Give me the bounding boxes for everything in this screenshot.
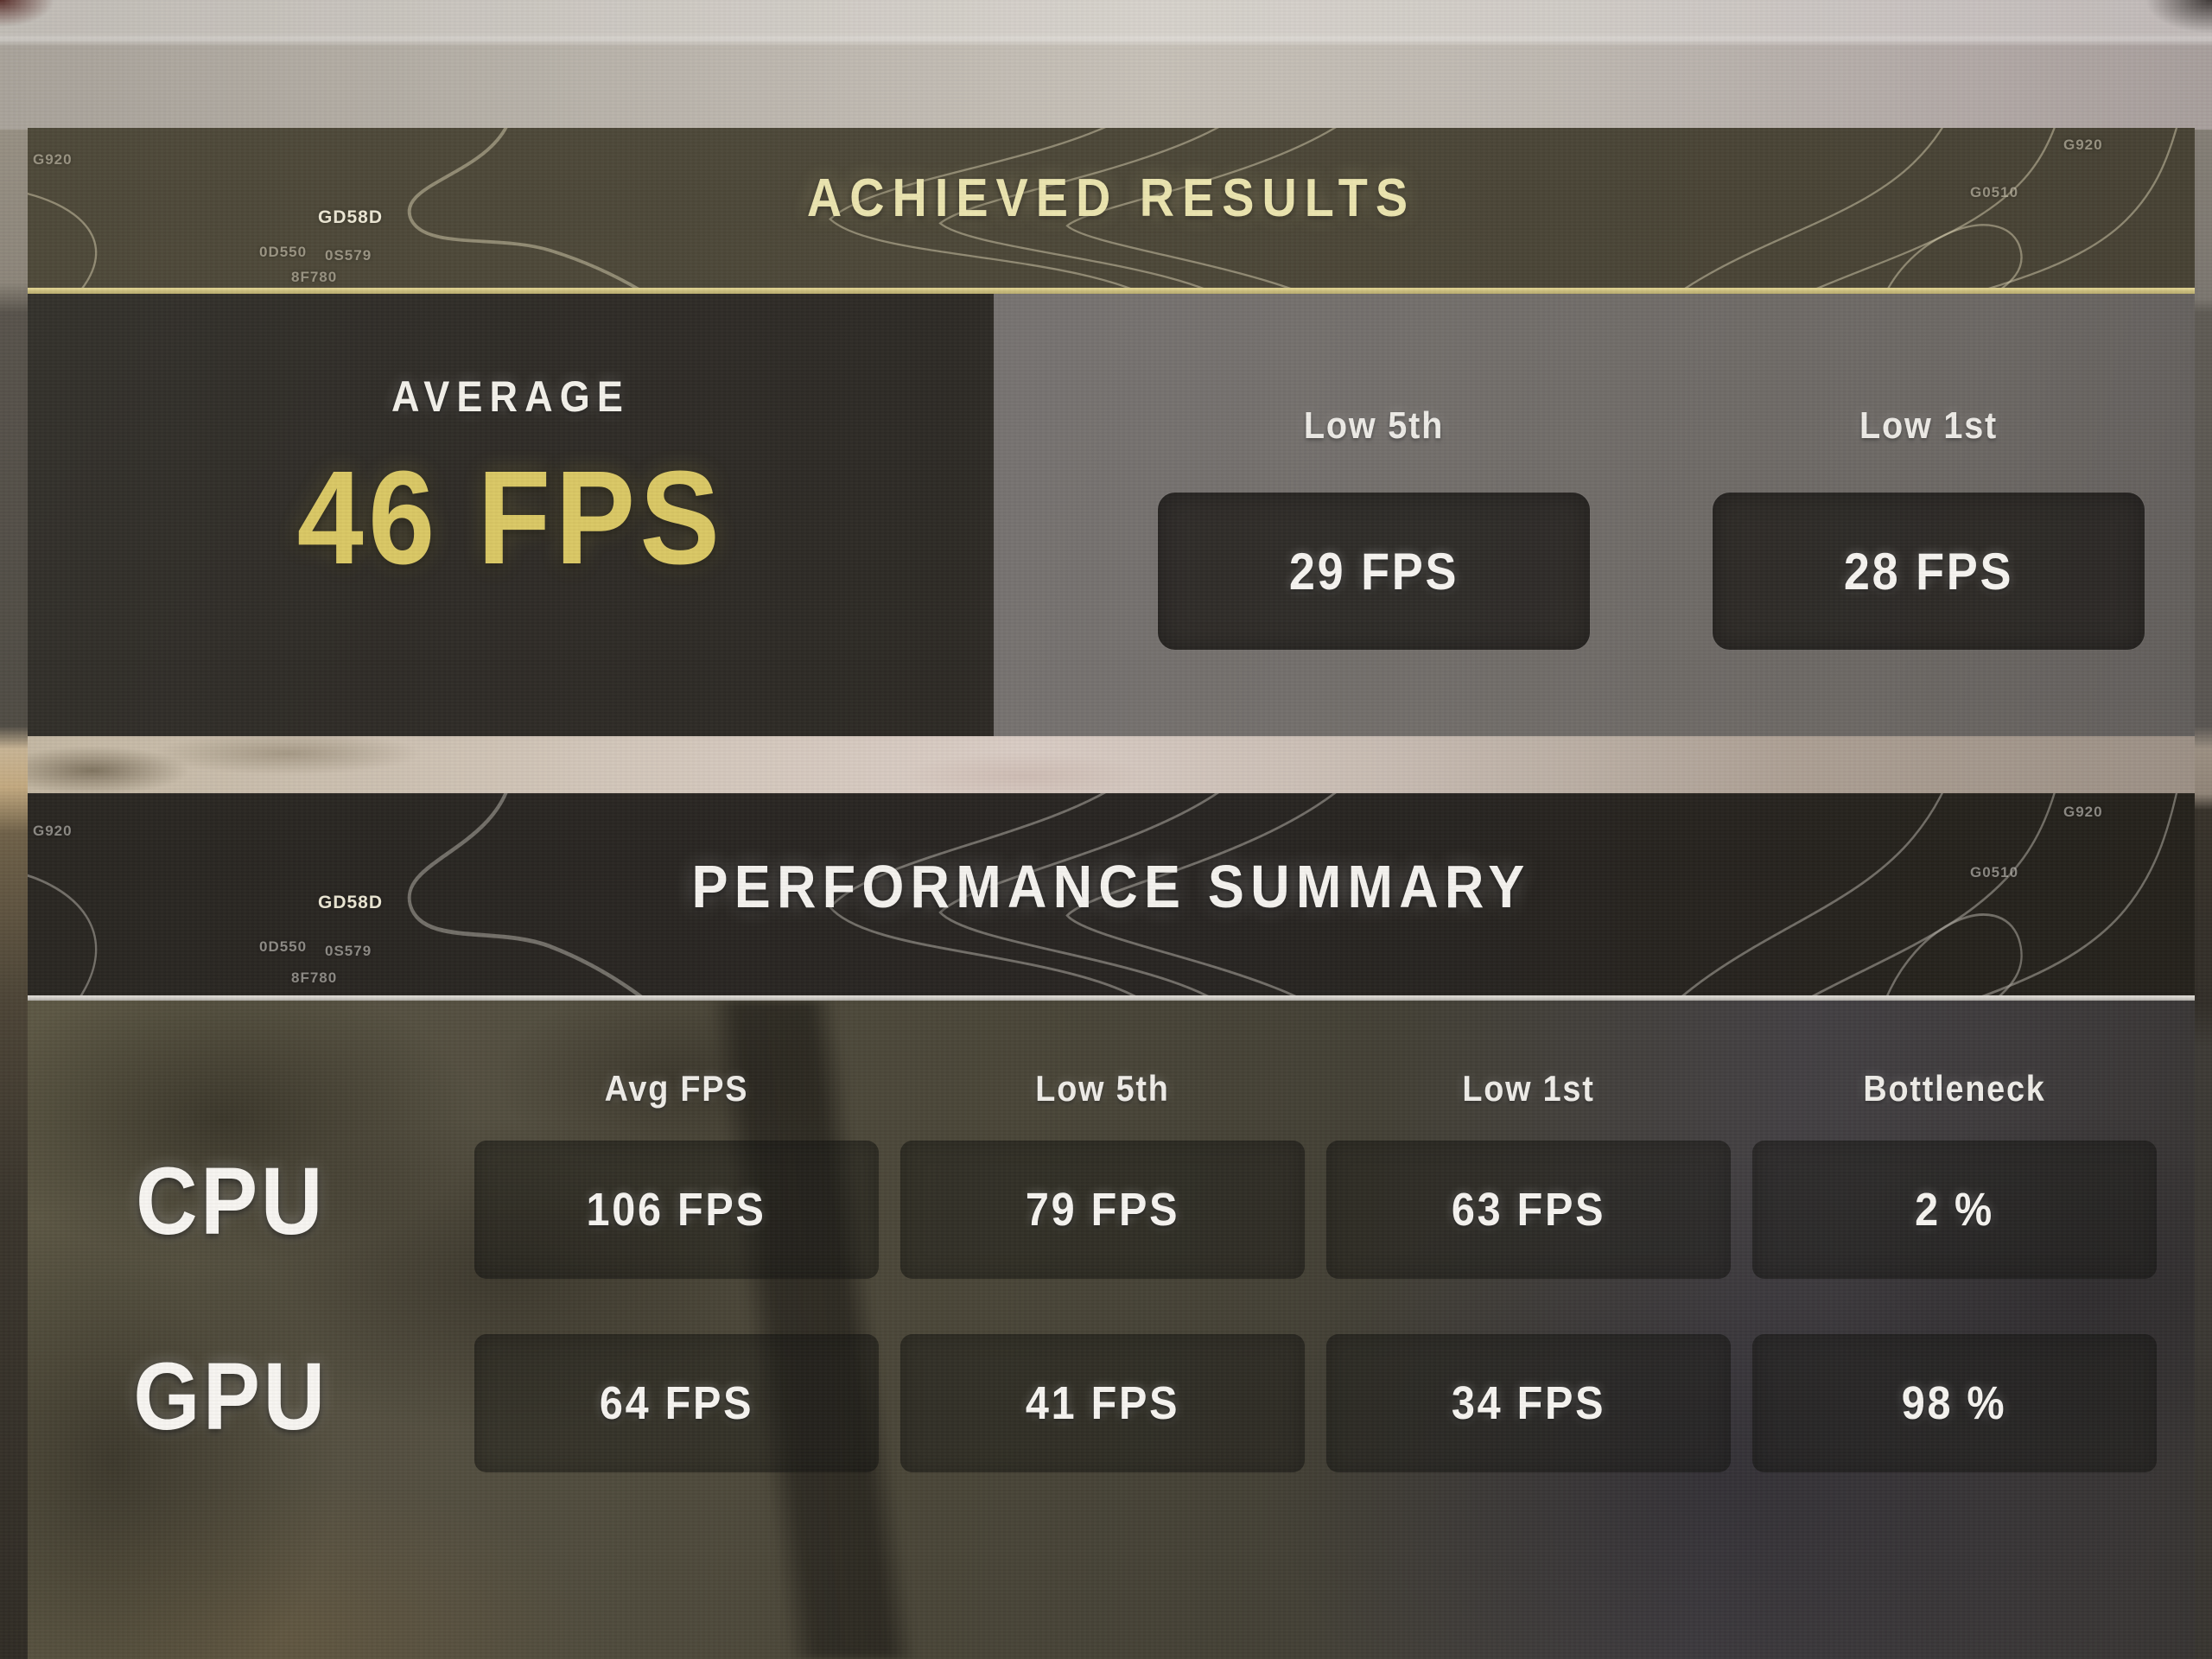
table-row-gpu: 64 FPS 41 FPS 34 FPS 98 % <box>474 1334 2157 1472</box>
column-header-avg-fps: Avg FPS <box>604 1068 749 1109</box>
row-label-cpu: CPU <box>136 1148 326 1255</box>
low-5th-badge: 29 FPS <box>1158 493 1590 650</box>
low-1st-label: Low 1st <box>1859 404 1999 447</box>
table-row-cpu: 106 FPS 79 FPS 63 FPS 2 % <box>474 1141 2157 1279</box>
low-fps-pane: Low 5th 29 FPS Low 1st 28 FPS <box>994 294 2195 736</box>
topo-grid-label: G920 <box>2063 136 2103 153</box>
gpu-low-5th-value: 41 FPS <box>1025 1377 1180 1429</box>
low-1st-badge: 28 FPS <box>1713 493 2145 650</box>
low-1st-value: 28 FPS <box>1843 542 2014 601</box>
column-header-low-5th: Low 5th <box>1035 1068 1170 1109</box>
photo-scene-gap <box>28 736 2195 793</box>
cpu-low-1st-cell: 63 FPS <box>1326 1141 1731 1279</box>
summary-header-row: Avg FPS Low 5th Low 1st Bottleneck <box>474 1068 2157 1109</box>
topo-grid-label: GD58D <box>318 893 384 913</box>
low-5th-value: 29 FPS <box>1288 542 1459 601</box>
topo-grid-label: 0D550 <box>259 244 308 261</box>
cpu-low-1st-value: 63 FPS <box>1451 1184 1606 1236</box>
gpu-avg-fps-cell: 64 FPS <box>474 1334 879 1472</box>
gpu-avg-fps-value: 64 FPS <box>599 1377 754 1429</box>
performance-summary-band: G920 GD58D 0D550 0S579 8F780 G0510 G920 … <box>28 793 2195 1001</box>
photo-sky-strip <box>0 0 2212 130</box>
cpu-bottleneck-cell: 2 % <box>1752 1141 2157 1279</box>
low-1st-metric: Low 1st 28 FPS <box>1713 404 2145 650</box>
topo-grid-label: GD58D <box>318 207 384 228</box>
band-underline-light <box>28 995 2195 1001</box>
topo-grid-label: 0S579 <box>325 247 372 264</box>
low-5th-metric: Low 5th 29 FPS <box>1158 404 1590 650</box>
average-fps-pane: AVERAGE 46 FPS <box>28 294 994 736</box>
cpu-low-5th-value: 79 FPS <box>1025 1184 1180 1236</box>
cpu-avg-fps-value: 106 FPS <box>586 1184 767 1236</box>
column-header-low-1st: Low 1st <box>1462 1068 1595 1109</box>
row-label-gpu: GPU <box>133 1344 328 1450</box>
topo-grid-label: G920 <box>2063 804 2103 820</box>
gpu-low-1st-value: 34 FPS <box>1451 1377 1606 1429</box>
low-5th-label: Low 5th <box>1303 404 1445 447</box>
cpu-bottleneck-value: 2 % <box>1915 1184 1994 1236</box>
topo-grid-label: 0S579 <box>325 942 372 959</box>
performance-summary-panel: Avg FPS Low 5th Low 1st Bottleneck CPU 1… <box>28 1001 2195 1659</box>
column-header-bottleneck: Bottleneck <box>1863 1068 2046 1109</box>
achieved-results-panel: AVERAGE 46 FPS Low 5th 29 FPS Low 1st 28… <box>28 294 2195 736</box>
cpu-low-5th-cell: 79 FPS <box>900 1141 1305 1279</box>
cpu-avg-fps-cell: 106 FPS <box>474 1141 879 1279</box>
topo-grid-label: 8F780 <box>291 269 338 286</box>
gpu-low-5th-cell: 41 FPS <box>900 1334 1305 1472</box>
photo-left-edge <box>0 130 28 1659</box>
average-fps-value: 46 FPS <box>296 443 725 592</box>
topo-grid-label: G0510 <box>1970 184 2019 201</box>
performance-summary-title: PERFORMANCE SUMMARY <box>691 853 1531 920</box>
photo-right-edge <box>2195 130 2212 1659</box>
topo-map-pattern <box>28 793 2178 1001</box>
gpu-bottleneck-cell: 98 % <box>1752 1334 2157 1472</box>
average-label: AVERAGE <box>391 372 630 421</box>
topo-grid-label: 0D550 <box>259 938 308 955</box>
gpu-low-1st-cell: 34 FPS <box>1326 1334 1731 1472</box>
topo-grid-label: G920 <box>33 822 73 839</box>
topo-grid-label: G920 <box>33 150 73 168</box>
band-underline-gold <box>28 288 2195 294</box>
topo-grid-label: 8F780 <box>291 969 338 986</box>
achieved-results-band: G920 GD58D 0D550 0S579 8F780 G0510 G920 … <box>28 128 2195 294</box>
gpu-bottleneck-value: 98 % <box>1902 1377 2007 1429</box>
topo-grid-label: G0510 <box>1970 863 2019 880</box>
achieved-results-title: ACHIEVED RESULTS <box>806 168 1416 228</box>
